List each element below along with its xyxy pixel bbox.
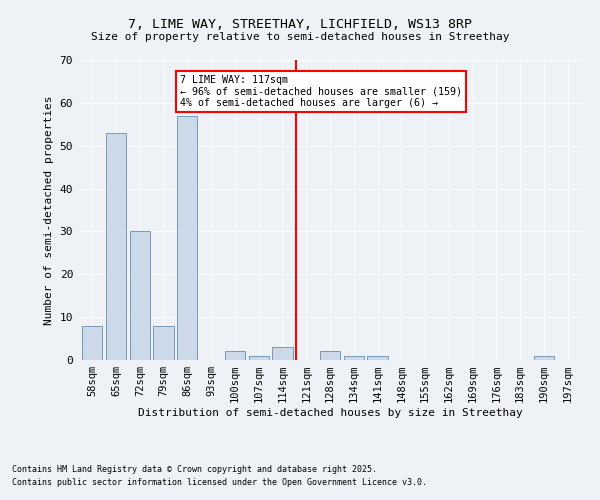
Bar	[106, 133, 126, 360]
Bar	[130, 232, 150, 360]
Bar	[225, 352, 245, 360]
Bar	[177, 116, 197, 360]
Text: 7 LIME WAY: 117sqm
← 96% of semi-detached houses are smaller (159)
4% of semi-de: 7 LIME WAY: 117sqm ← 96% of semi-detache…	[180, 75, 462, 108]
Bar	[272, 347, 293, 360]
Bar	[248, 356, 269, 360]
X-axis label: Distribution of semi-detached houses by size in Streethay: Distribution of semi-detached houses by …	[137, 408, 523, 418]
Text: 7, LIME WAY, STREETHAY, LICHFIELD, WS13 8RP: 7, LIME WAY, STREETHAY, LICHFIELD, WS13 …	[128, 18, 472, 30]
Y-axis label: Number of semi-detached properties: Number of semi-detached properties	[44, 95, 54, 325]
Text: Contains HM Land Registry data © Crown copyright and database right 2025.: Contains HM Land Registry data © Crown c…	[12, 466, 377, 474]
Bar	[154, 326, 173, 360]
Text: Contains public sector information licensed under the Open Government Licence v3: Contains public sector information licen…	[12, 478, 427, 487]
Bar	[367, 356, 388, 360]
Bar	[534, 356, 554, 360]
Text: Size of property relative to semi-detached houses in Streethay: Size of property relative to semi-detach…	[91, 32, 509, 42]
Bar	[344, 356, 364, 360]
Bar	[82, 326, 103, 360]
Bar	[320, 352, 340, 360]
